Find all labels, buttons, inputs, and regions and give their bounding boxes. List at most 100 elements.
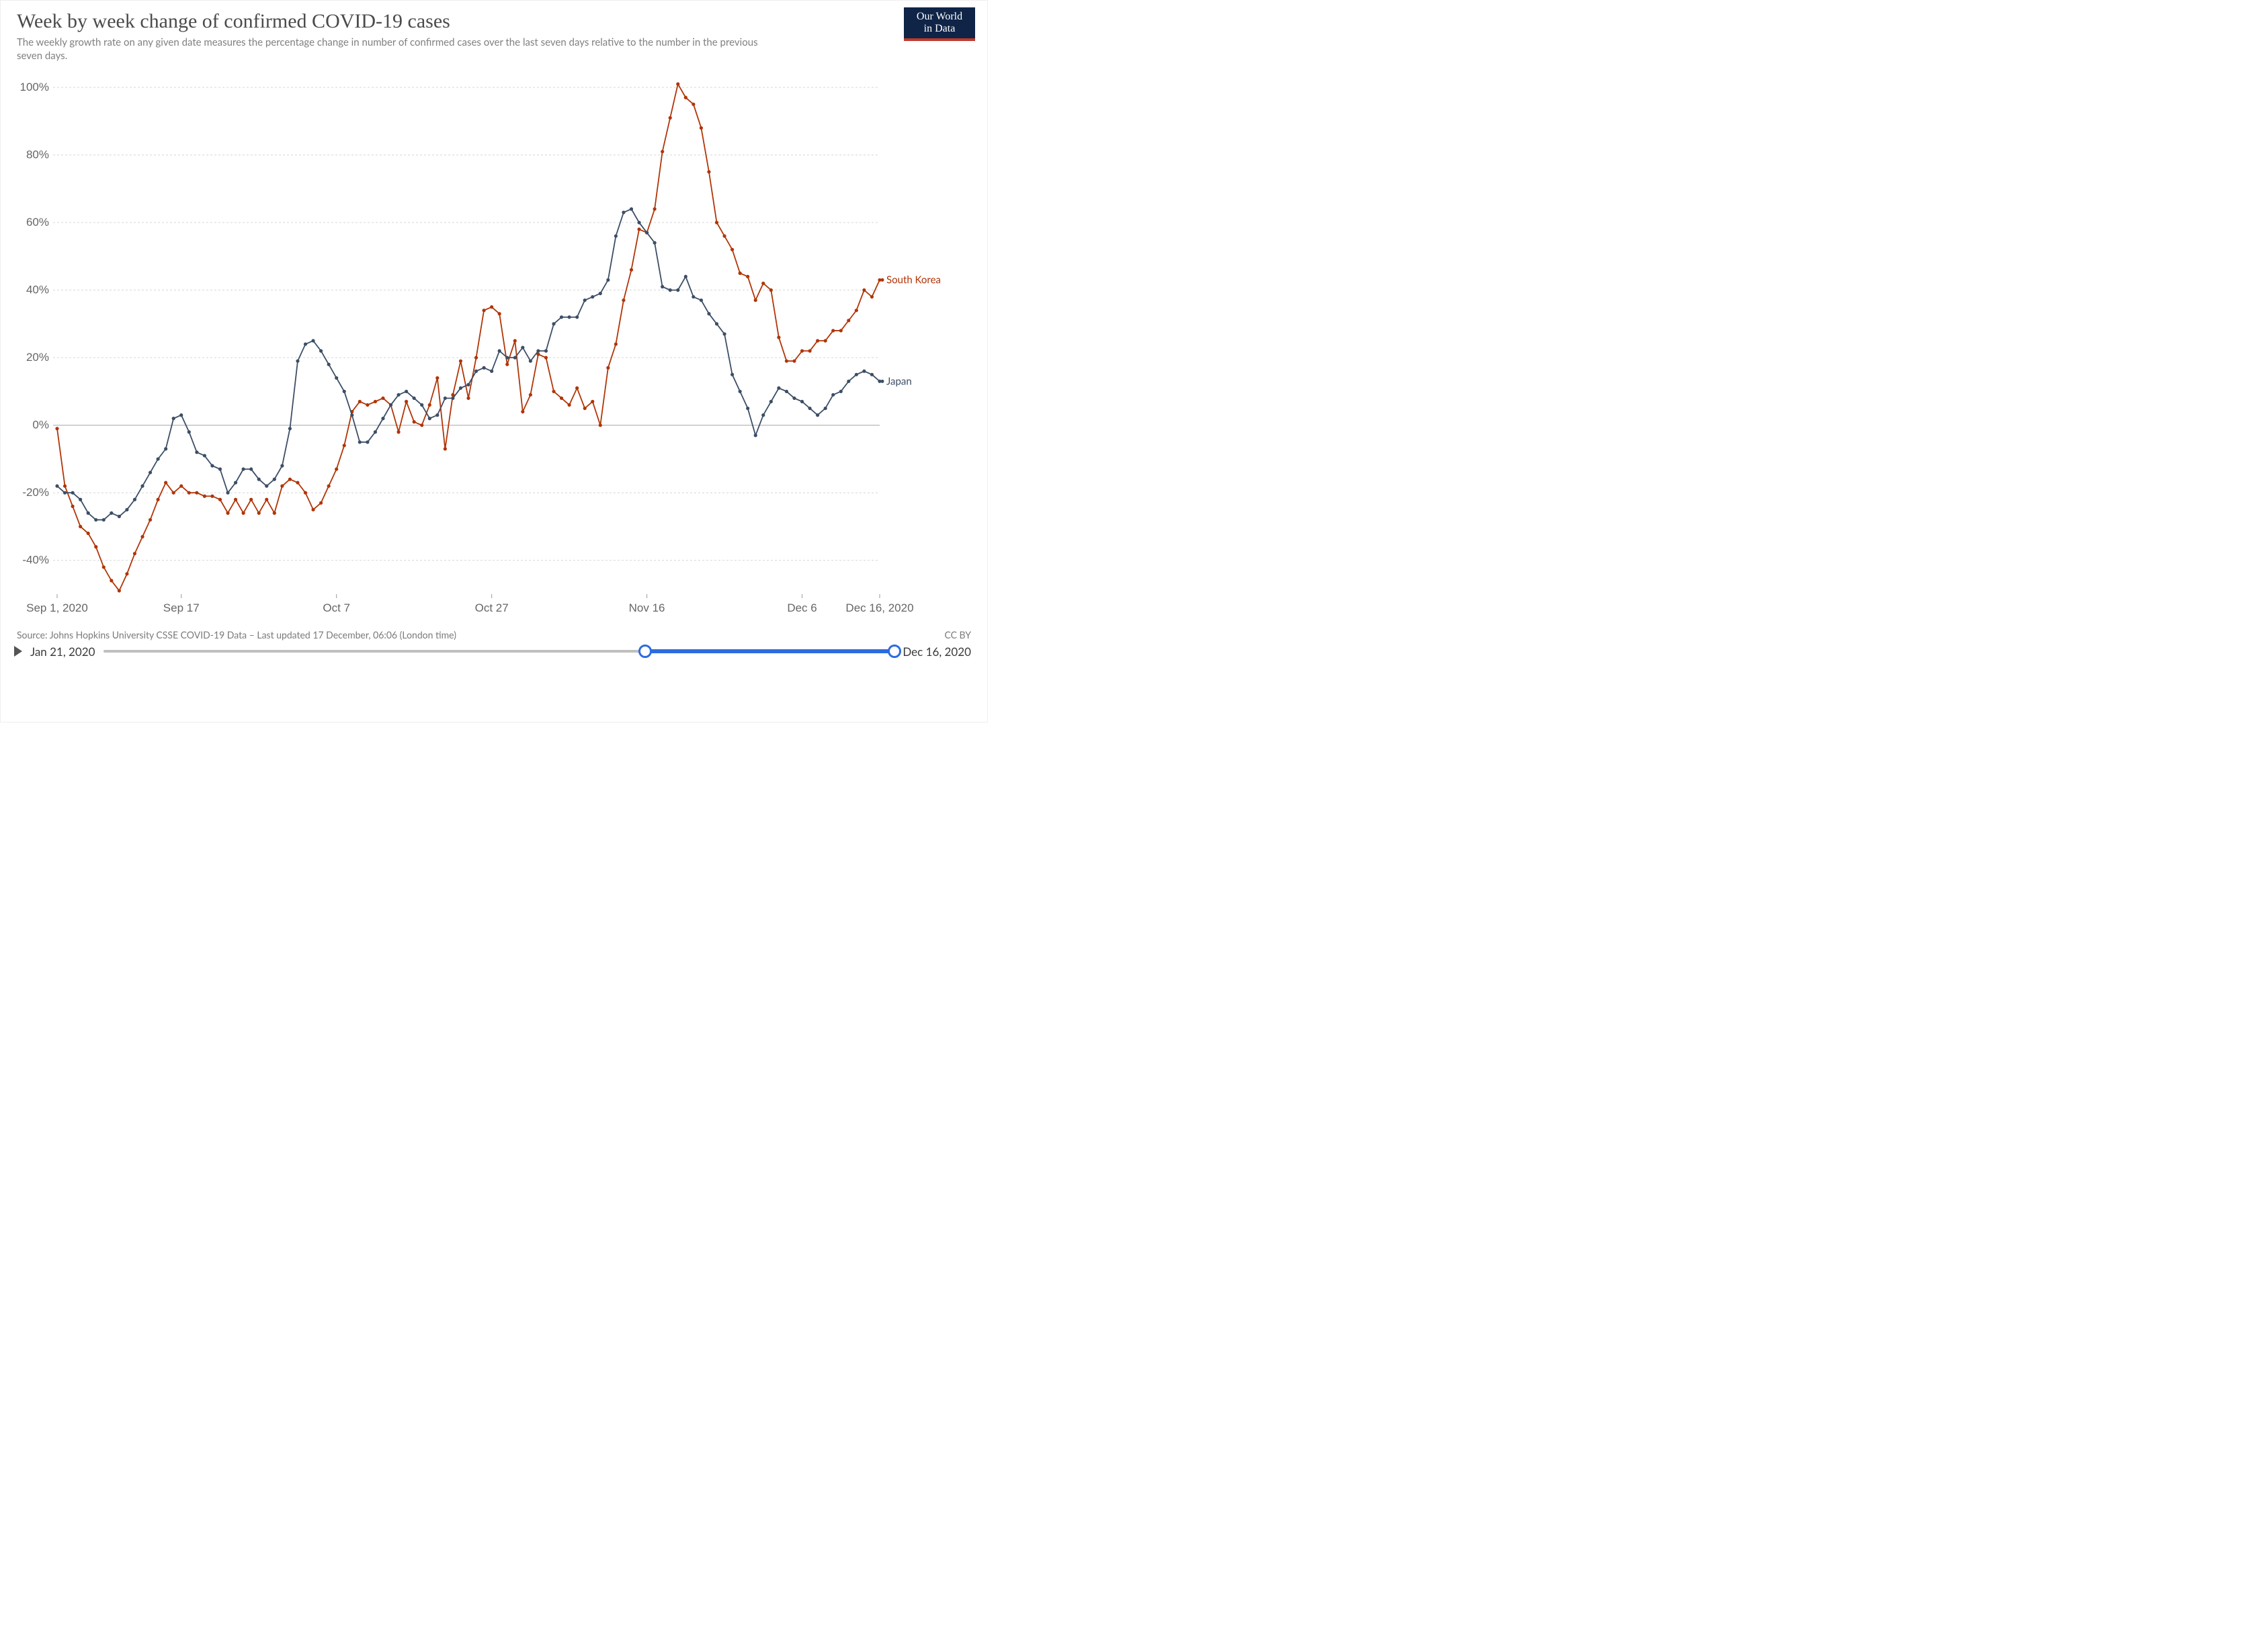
series-point[interactable]: [280, 484, 284, 487]
series-point[interactable]: [800, 349, 804, 352]
series-point[interactable]: [110, 511, 113, 514]
series-point[interactable]: [288, 477, 292, 481]
series-point[interactable]: [87, 531, 90, 534]
series-point[interactable]: [172, 417, 175, 420]
series-point[interactable]: [125, 507, 128, 511]
series-point[interactable]: [792, 396, 796, 399]
series-point[interactable]: [785, 389, 788, 393]
series-point[interactable]: [358, 399, 362, 403]
series-point[interactable]: [637, 227, 640, 231]
series-point[interactable]: [257, 511, 261, 514]
series-point[interactable]: [389, 403, 392, 406]
series-point[interactable]: [218, 467, 222, 470]
series-point[interactable]: [653, 207, 657, 210]
series-point[interactable]: [94, 518, 97, 521]
series-point[interactable]: [210, 494, 214, 497]
series-point[interactable]: [575, 315, 579, 319]
series-point[interactable]: [273, 477, 276, 481]
series-point[interactable]: [118, 514, 121, 518]
series-point[interactable]: [599, 423, 602, 427]
series-point[interactable]: [777, 335, 780, 339]
series-point[interactable]: [164, 447, 167, 450]
series-point[interactable]: [498, 312, 501, 315]
series-point[interactable]: [715, 220, 718, 224]
series-point[interactable]: [824, 406, 827, 409]
series-point[interactable]: [521, 409, 524, 413]
series-point[interactable]: [816, 413, 819, 417]
series-point[interactable]: [715, 322, 718, 325]
series-point[interactable]: [645, 231, 649, 234]
series-point[interactable]: [140, 484, 144, 487]
series-point[interactable]: [87, 511, 90, 514]
series-point[interactable]: [157, 497, 160, 501]
series-point[interactable]: [296, 359, 299, 362]
series-point[interactable]: [203, 454, 206, 457]
timeline-handle-end[interactable]: [888, 645, 901, 658]
series-point[interactable]: [195, 450, 198, 454]
series-point[interactable]: [513, 356, 517, 359]
series-point[interactable]: [358, 440, 362, 444]
series-label-japan[interactable]: Japan: [886, 375, 912, 387]
series-point[interactable]: [343, 444, 346, 447]
series-point[interactable]: [327, 362, 331, 366]
series-point[interactable]: [831, 393, 835, 396]
series-point[interactable]: [249, 467, 253, 470]
series-point[interactable]: [606, 278, 610, 281]
series-point[interactable]: [606, 366, 610, 369]
series-point[interactable]: [396, 430, 400, 433]
series-point[interactable]: [583, 298, 587, 302]
series-point[interactable]: [669, 116, 672, 119]
series-point[interactable]: [444, 396, 447, 399]
series-point[interactable]: [428, 403, 431, 406]
series-point[interactable]: [847, 319, 850, 322]
series-point[interactable]: [870, 372, 874, 376]
series-point[interactable]: [466, 396, 470, 399]
series-point[interactable]: [754, 433, 757, 437]
series-point[interactable]: [79, 497, 82, 501]
series-point[interactable]: [288, 427, 292, 430]
series-point[interactable]: [257, 477, 261, 481]
series-point[interactable]: [684, 274, 687, 278]
series-point[interactable]: [560, 396, 563, 399]
series-point[interactable]: [319, 349, 323, 352]
series-point[interactable]: [722, 234, 726, 237]
series-point[interactable]: [234, 481, 237, 484]
series-point[interactable]: [428, 417, 431, 420]
series-point[interactable]: [405, 389, 408, 393]
series-point[interactable]: [808, 349, 811, 352]
series-point[interactable]: [55, 427, 58, 430]
series-point[interactable]: [746, 406, 749, 409]
series-point[interactable]: [413, 396, 416, 399]
series-point[interactable]: [187, 430, 191, 433]
series-point[interactable]: [179, 484, 183, 487]
series-point[interactable]: [862, 288, 866, 292]
series-point[interactable]: [226, 511, 229, 514]
series-point[interactable]: [700, 126, 703, 129]
series-point[interactable]: [242, 511, 245, 514]
series-point[interactable]: [831, 329, 835, 332]
series-point[interactable]: [71, 504, 74, 507]
series-point[interactable]: [195, 491, 198, 494]
series-point[interactable]: [133, 497, 136, 501]
license-label[interactable]: CC BY: [944, 629, 971, 641]
series-point[interactable]: [435, 376, 439, 379]
series-point[interactable]: [505, 356, 509, 359]
series-point[interactable]: [746, 274, 749, 278]
series-point[interactable]: [280, 464, 284, 467]
series-point[interactable]: [296, 481, 299, 484]
series-point[interactable]: [676, 288, 679, 292]
series-point[interactable]: [630, 267, 633, 271]
series-point[interactable]: [754, 298, 757, 302]
series-point[interactable]: [466, 382, 470, 386]
series-point[interactable]: [847, 379, 850, 382]
series-point[interactable]: [474, 369, 478, 372]
series-point[interactable]: [102, 565, 106, 569]
series-point[interactable]: [552, 389, 555, 393]
series-point[interactable]: [474, 356, 478, 359]
series-point[interactable]: [218, 497, 222, 501]
series-point[interactable]: [420, 423, 423, 427]
series-point[interactable]: [366, 403, 369, 406]
series-point[interactable]: [761, 413, 765, 417]
series-point[interactable]: [505, 362, 509, 366]
series-point[interactable]: [669, 288, 672, 292]
